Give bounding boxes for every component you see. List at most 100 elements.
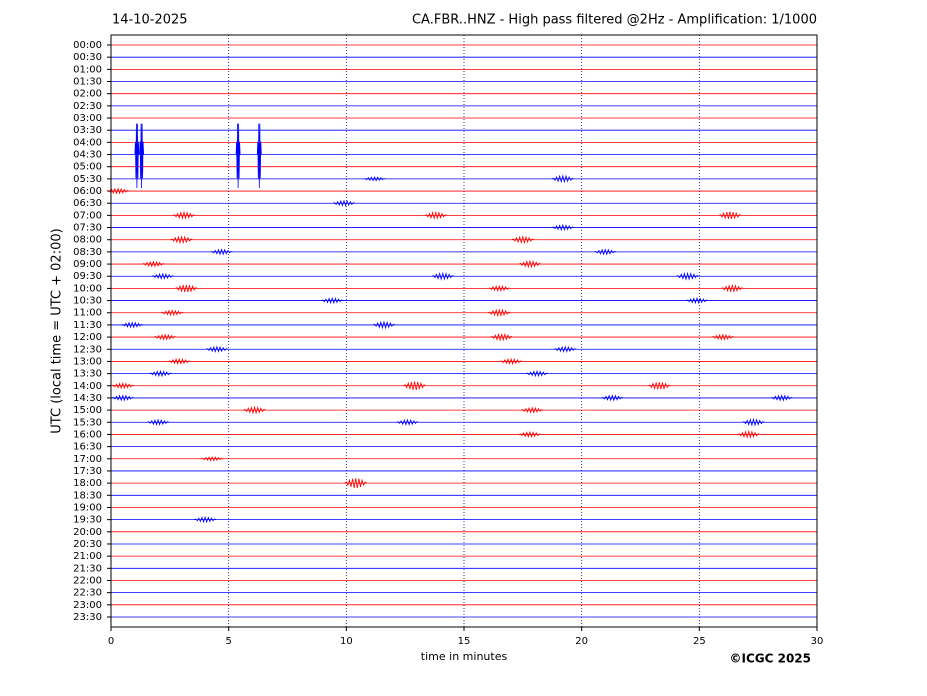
seismic-event (146, 418, 170, 426)
x-tick-label: 15 (458, 636, 471, 647)
y-tick-label: 12:30 (73, 344, 102, 355)
seismic-event (518, 259, 542, 269)
x-tick-label: 30 (811, 636, 824, 647)
seismic-event (488, 308, 511, 318)
x-tick-label: 0 (108, 636, 114, 647)
y-tick-label: 11:30 (73, 320, 102, 331)
seismic-event (193, 515, 217, 524)
x-tick-label: 10 (340, 636, 353, 647)
seismic-event (243, 405, 266, 415)
y-tick-label: 17:00 (73, 454, 102, 465)
y-axis-label: UTC (local time = UTC + 02:00) (50, 228, 65, 433)
seismic-event (403, 381, 426, 390)
y-tick-label: 01:00 (73, 64, 102, 75)
seismic-event (721, 283, 744, 293)
y-tick-label: 14:30 (73, 393, 102, 404)
x-axis-label: time in minutes (421, 650, 508, 663)
y-tick-label: 01:30 (73, 77, 102, 88)
seismic-event (521, 406, 544, 414)
seismic-event (737, 429, 760, 439)
date-label: 14-10-2025 (112, 13, 188, 28)
seismic-event (321, 296, 344, 305)
y-tick-label: 21:00 (73, 551, 102, 562)
seismic-event (111, 394, 134, 402)
y-tick-label: 13:30 (73, 369, 102, 380)
x-tick-label: 5 (225, 636, 231, 647)
y-tick-label: 05:00 (73, 162, 102, 173)
seismic-event (711, 333, 735, 341)
y-tick-label: 15:00 (73, 405, 102, 416)
seismic-event (431, 271, 454, 281)
seismic-event (172, 210, 196, 220)
seismic-event (551, 174, 574, 184)
seismic-event (121, 321, 144, 329)
y-tick-label: 00:30 (73, 52, 102, 63)
seismic-event (168, 357, 191, 366)
y-tick-label: 22:00 (73, 575, 102, 586)
y-tick-label: 20:30 (73, 539, 102, 550)
seismic-event (142, 260, 165, 268)
seismic-event (363, 175, 386, 182)
y-tick-label: 15:30 (73, 417, 102, 428)
seismic-event (511, 235, 534, 245)
y-tick-label: 19:30 (73, 515, 102, 526)
seismic-event (210, 248, 233, 256)
y-tick-label: 19:00 (73, 502, 102, 513)
seismic-event (344, 478, 367, 488)
seismic-event (170, 235, 193, 245)
seismic-event (499, 357, 523, 366)
y-tick-label: 06:00 (73, 186, 102, 197)
y-tick-label: 03:00 (73, 113, 102, 124)
seismic-event (111, 381, 134, 390)
y-tick-label: 00:00 (73, 40, 102, 51)
seismic-event (676, 271, 699, 281)
chart-title: CA.FBR..HNZ - High pass filtered @2Hz - … (412, 13, 817, 28)
y-tick-label: 02:00 (73, 89, 102, 100)
y-tick-label: 17:30 (73, 466, 102, 477)
y-tick-label: 04:30 (73, 150, 102, 161)
seismic-event (161, 309, 184, 317)
seismic-event (153, 333, 177, 341)
seismic-event (235, 123, 241, 189)
y-tick-label: 08:00 (73, 235, 102, 246)
y-tick-label: 21:30 (73, 563, 102, 574)
seismic-event (149, 369, 172, 378)
seismic-event (518, 430, 542, 439)
y-tick-label: 05:30 (73, 174, 102, 185)
y-tick-label: 10:00 (73, 283, 102, 294)
y-tick-label: 23:30 (73, 612, 102, 623)
y-tick-label: 13:00 (73, 356, 102, 367)
seismic-event (488, 284, 511, 293)
copyright: ©ICGC 2025 (729, 652, 811, 666)
seismic-event (201, 456, 224, 462)
y-tick-label: 16:30 (73, 442, 102, 453)
y-tick-label: 08:30 (73, 247, 102, 258)
y-tick-label: 02:30 (73, 101, 102, 112)
y-tick-label: 23:00 (73, 600, 102, 611)
seismic-event (424, 210, 447, 220)
y-tick-label: 09:30 (73, 271, 102, 282)
seismic-event (601, 394, 624, 402)
seismic-event (554, 345, 577, 353)
x-tick-label: 20 (575, 636, 588, 647)
seismic-event (396, 418, 419, 426)
seismic-event (372, 320, 396, 330)
plot-frame (110, 34, 818, 628)
seismic-event (594, 248, 617, 256)
seismic-event (648, 382, 671, 391)
y-tick-label: 03:30 (73, 125, 102, 136)
seismic-event (205, 345, 229, 353)
seismic-event (332, 199, 356, 207)
seismic-event (770, 394, 793, 402)
seismic-event (490, 332, 513, 342)
y-tick-label: 11:00 (73, 308, 102, 319)
y-tick-label: 07:00 (73, 210, 102, 221)
seismic-event (139, 123, 144, 189)
seismic-event (551, 223, 574, 232)
seismic-event (151, 272, 174, 280)
seismic-event (718, 211, 742, 220)
seismic-event (256, 123, 262, 189)
y-tick-label: 09:00 (73, 259, 102, 270)
